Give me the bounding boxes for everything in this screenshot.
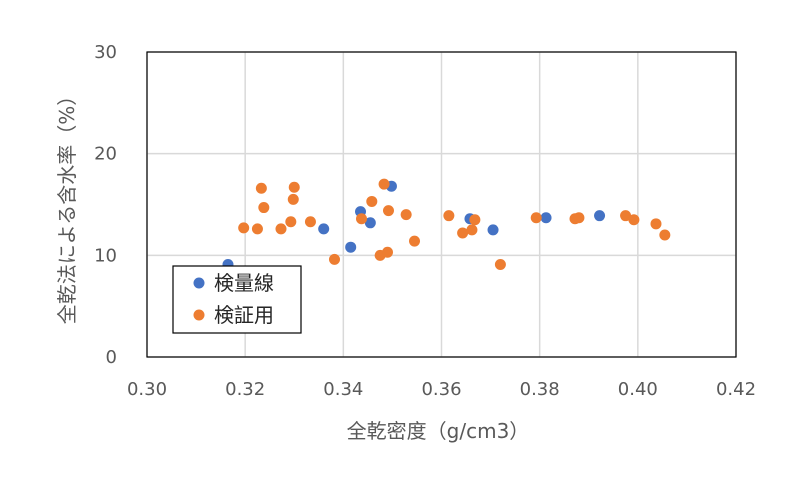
data-point-calibration (318, 223, 330, 235)
data-point-validation (285, 216, 297, 228)
data-point-validation (382, 205, 394, 217)
data-point-validation (382, 246, 394, 258)
legend-label-calibration: 検量線 (214, 271, 274, 295)
y-axis-title: 全乾法による含水率（%） (55, 86, 79, 324)
data-point-validation (573, 212, 585, 224)
data-point-validation (530, 212, 542, 224)
data-point-validation (443, 210, 455, 222)
y-tick-label: 0 (106, 347, 117, 368)
data-point-validation (457, 227, 469, 239)
data-point-validation (288, 181, 300, 193)
y-tick-label: 30 (94, 42, 117, 63)
x-tick-label: 0.30 (127, 379, 167, 400)
data-point-validation (378, 178, 390, 190)
data-point-validation (355, 213, 367, 225)
data-point-calibration (540, 212, 552, 224)
x-tick-label: 0.36 (421, 379, 461, 400)
data-point-calibration (364, 217, 376, 229)
data-point-validation (628, 214, 640, 226)
y-tick-label: 10 (94, 245, 117, 266)
data-point-validation (620, 210, 632, 222)
data-point-validation (304, 216, 316, 228)
legend-marker-validation (193, 309, 205, 321)
plot-area (146, 51, 737, 358)
data-point-validation (409, 235, 421, 247)
data-point-validation (469, 214, 481, 226)
data-point-calibration (487, 224, 499, 236)
data-point-validation (275, 223, 287, 235)
legend-box (172, 265, 302, 334)
x-tick-label: 0.40 (618, 379, 658, 400)
data-point-validation (650, 218, 662, 230)
y-axis-ticks: 0 10 20 30 (94, 42, 117, 368)
legend: 検量線 検証用 (172, 265, 302, 334)
data-point-validation (659, 229, 671, 241)
data-point-calibration (345, 241, 357, 253)
data-point-calibration (594, 210, 606, 222)
legend-label-validation: 検証用 (214, 303, 274, 327)
data-point-validation (258, 202, 270, 214)
x-axis-ticks: 0.30 0.32 0.34 0.36 0.38 0.40 0.42 (127, 379, 756, 400)
data-point-validation (251, 223, 263, 235)
x-tick-label: 0.34 (323, 379, 363, 400)
data-point-validation (494, 258, 506, 270)
data-point-validation (366, 195, 378, 207)
data-point-validation (328, 253, 340, 265)
data-point-validation (255, 182, 267, 194)
x-tick-label: 0.42 (716, 379, 756, 400)
legend-marker-calibration (193, 277, 205, 289)
data-point-validation (287, 193, 299, 205)
data-point-validation (400, 209, 412, 221)
data-point-validation (466, 224, 478, 236)
x-tick-label: 0.38 (520, 379, 560, 400)
y-tick-label: 20 (94, 144, 117, 165)
data-points (222, 178, 671, 270)
data-point-validation (238, 222, 250, 234)
x-tick-label: 0.32 (225, 379, 265, 400)
x-axis-title: 全乾密度（g/cm3） (347, 419, 530, 443)
